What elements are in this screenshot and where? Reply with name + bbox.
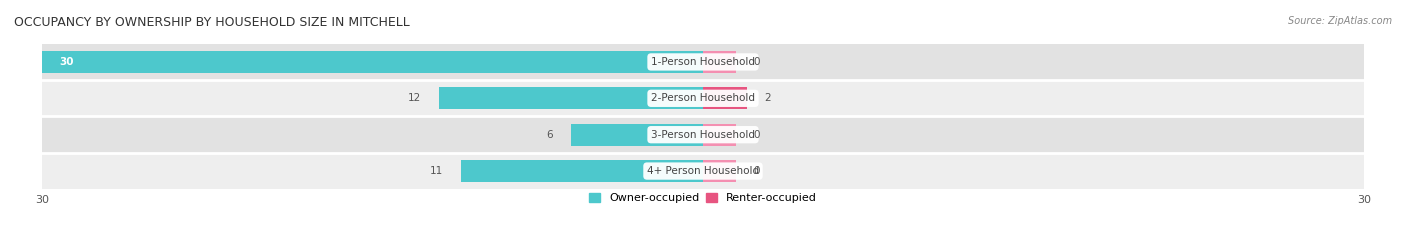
Bar — [703, 87, 747, 109]
Text: 2-Person Household: 2-Person Household — [651, 93, 755, 103]
Text: 0: 0 — [754, 130, 761, 140]
Text: OCCUPANCY BY OWNERSHIP BY HOUSEHOLD SIZE IN MITCHELL: OCCUPANCY BY OWNERSHIP BY HOUSEHOLD SIZE… — [14, 16, 409, 29]
Bar — [42, 51, 703, 73]
Text: 0: 0 — [754, 166, 761, 176]
Text: 1-Person Household: 1-Person Household — [651, 57, 755, 67]
Bar — [461, 160, 703, 182]
Text: 30: 30 — [60, 57, 75, 67]
Bar — [42, 116, 1364, 153]
Text: 11: 11 — [430, 166, 443, 176]
Bar — [42, 80, 1364, 116]
Bar — [42, 44, 1364, 80]
Text: 0: 0 — [754, 57, 761, 67]
Text: 12: 12 — [408, 93, 420, 103]
Bar — [703, 124, 737, 146]
Bar — [571, 124, 703, 146]
Bar — [439, 87, 703, 109]
Text: 6: 6 — [547, 130, 553, 140]
Bar — [703, 51, 737, 73]
Bar — [703, 160, 737, 182]
Bar — [42, 153, 1364, 189]
Text: 3-Person Household: 3-Person Household — [651, 130, 755, 140]
Text: 2: 2 — [765, 93, 772, 103]
Legend: Owner-occupied, Renter-occupied: Owner-occupied, Renter-occupied — [589, 193, 817, 203]
Text: 4+ Person Household: 4+ Person Household — [647, 166, 759, 176]
Text: Source: ZipAtlas.com: Source: ZipAtlas.com — [1288, 16, 1392, 26]
